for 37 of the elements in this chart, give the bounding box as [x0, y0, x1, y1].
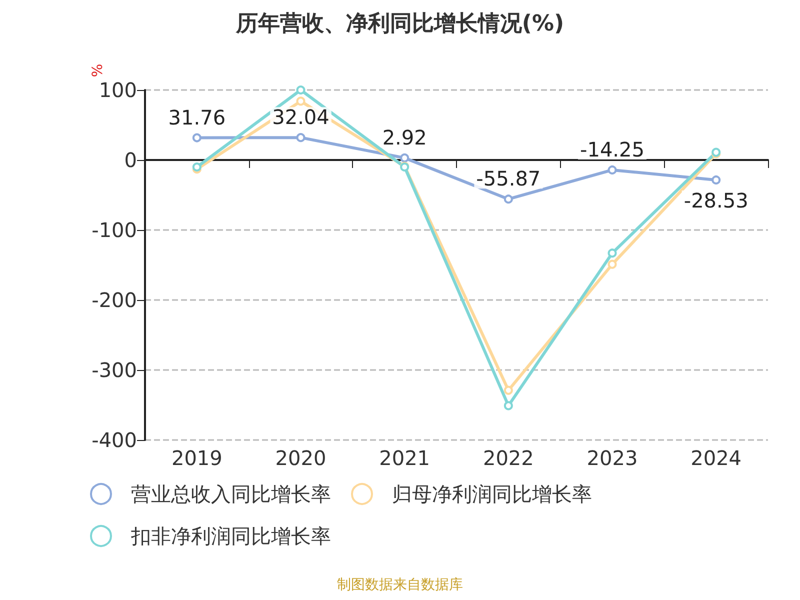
data-label: -28.53	[684, 188, 748, 212]
text: 制图数据来自数据库	[337, 577, 463, 593]
point	[504, 194, 513, 204]
point	[296, 86, 306, 94]
data-label: 32.04	[272, 105, 330, 130]
legend-label: 归母净利润同比增长率	[392, 482, 592, 506]
y-tick-label: -400	[92, 428, 137, 452]
legend-label: 营业总收入同比增长率	[131, 482, 331, 506]
point	[712, 175, 721, 184]
y-tick-label: 100	[98, 78, 137, 102]
point	[608, 260, 617, 269]
point	[296, 133, 306, 142]
x-tick-label: 2022	[482, 446, 534, 470]
data-label: -14.25	[580, 137, 644, 162]
x-tick-label: 2024	[690, 446, 742, 470]
point	[400, 153, 410, 162]
legend-label: 扣非净利润同比增长率	[130, 524, 331, 548]
data-label: 31.76	[168, 105, 226, 130]
point	[192, 133, 202, 142]
y-tick-label: -300	[92, 358, 137, 382]
point	[296, 96, 306, 106]
data-label: 2.92	[382, 125, 427, 150]
point	[504, 386, 513, 395]
y-tick-label: -200	[92, 288, 137, 312]
point	[608, 248, 617, 258]
data-label: -55.87	[476, 166, 541, 191]
point	[504, 401, 513, 410]
x-tick-label: 2020	[275, 446, 326, 470]
y-tick-label: 0	[124, 148, 137, 172]
chart-title: 历年营收、净利同比增长情况(%)	[234, 12, 564, 36]
x-tick-label: 2023	[586, 446, 638, 470]
y-tick-label: -100	[92, 218, 137, 242]
point	[192, 162, 202, 172]
x-tick-label: 2019	[171, 446, 222, 470]
y-axis-title: %	[90, 64, 106, 78]
point	[608, 165, 617, 174]
x-tick-label: 2021	[379, 446, 430, 470]
